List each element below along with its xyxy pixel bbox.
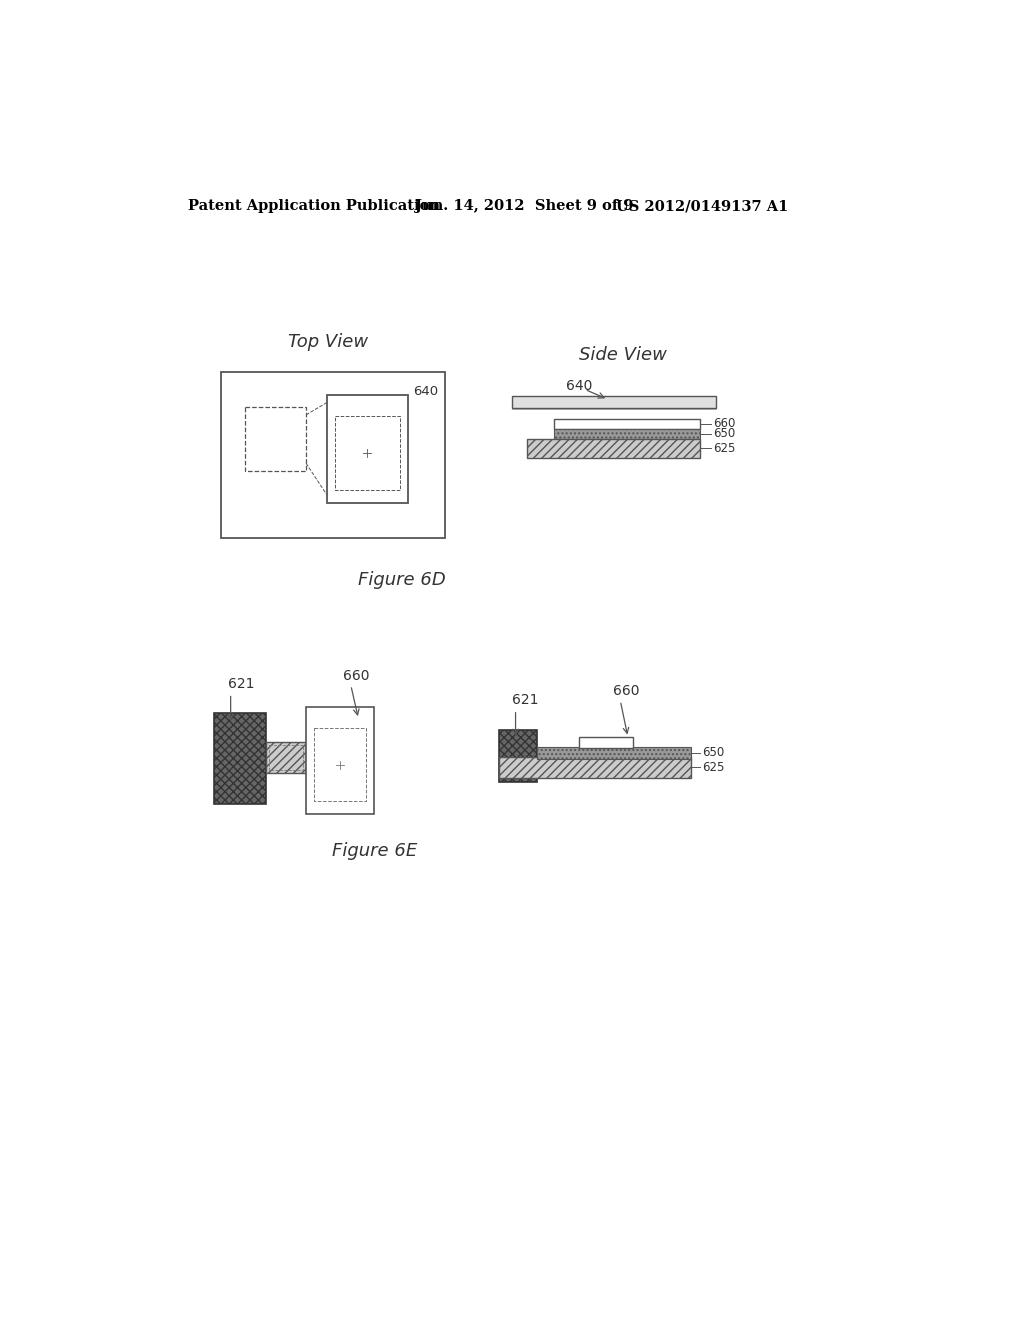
Text: Side View: Side View [580, 346, 668, 364]
Text: Jun. 14, 2012  Sheet 9 of 9: Jun. 14, 2012 Sheet 9 of 9 [416, 199, 634, 213]
Bar [245, 407, 306, 471]
Text: Figure 6D: Figure 6D [357, 572, 445, 589]
Text: Top View: Top View [289, 333, 369, 351]
Text: 660: 660 [343, 669, 370, 682]
Text: 621: 621 [227, 677, 254, 690]
Text: 625: 625 [701, 760, 724, 774]
Bar [580, 738, 634, 748]
Bar [554, 429, 700, 438]
Text: 640: 640 [565, 379, 592, 392]
Bar [538, 747, 691, 759]
Text: Patent Application Publication: Patent Application Publication [188, 199, 440, 213]
Text: 650: 650 [701, 746, 724, 759]
Text: 660: 660 [612, 684, 639, 698]
Text: Figure 6E: Figure 6E [333, 842, 418, 861]
Bar [554, 418, 700, 429]
Text: US 2012/0149137 A1: US 2012/0149137 A1 [615, 199, 788, 213]
Bar [221, 372, 444, 539]
Bar [306, 706, 374, 814]
Text: 625: 625 [713, 442, 735, 455]
Bar [266, 742, 306, 774]
Bar [335, 416, 400, 490]
Text: 640: 640 [414, 385, 438, 397]
Bar [313, 729, 367, 801]
Bar [214, 713, 266, 804]
Bar [269, 744, 303, 770]
Bar [527, 438, 700, 458]
Text: 650: 650 [713, 428, 735, 440]
Bar [512, 396, 716, 408]
Text: 621: 621 [512, 693, 539, 708]
Text: 660: 660 [713, 417, 735, 430]
Bar [327, 395, 408, 503]
Bar [499, 730, 538, 781]
Bar [499, 756, 691, 779]
